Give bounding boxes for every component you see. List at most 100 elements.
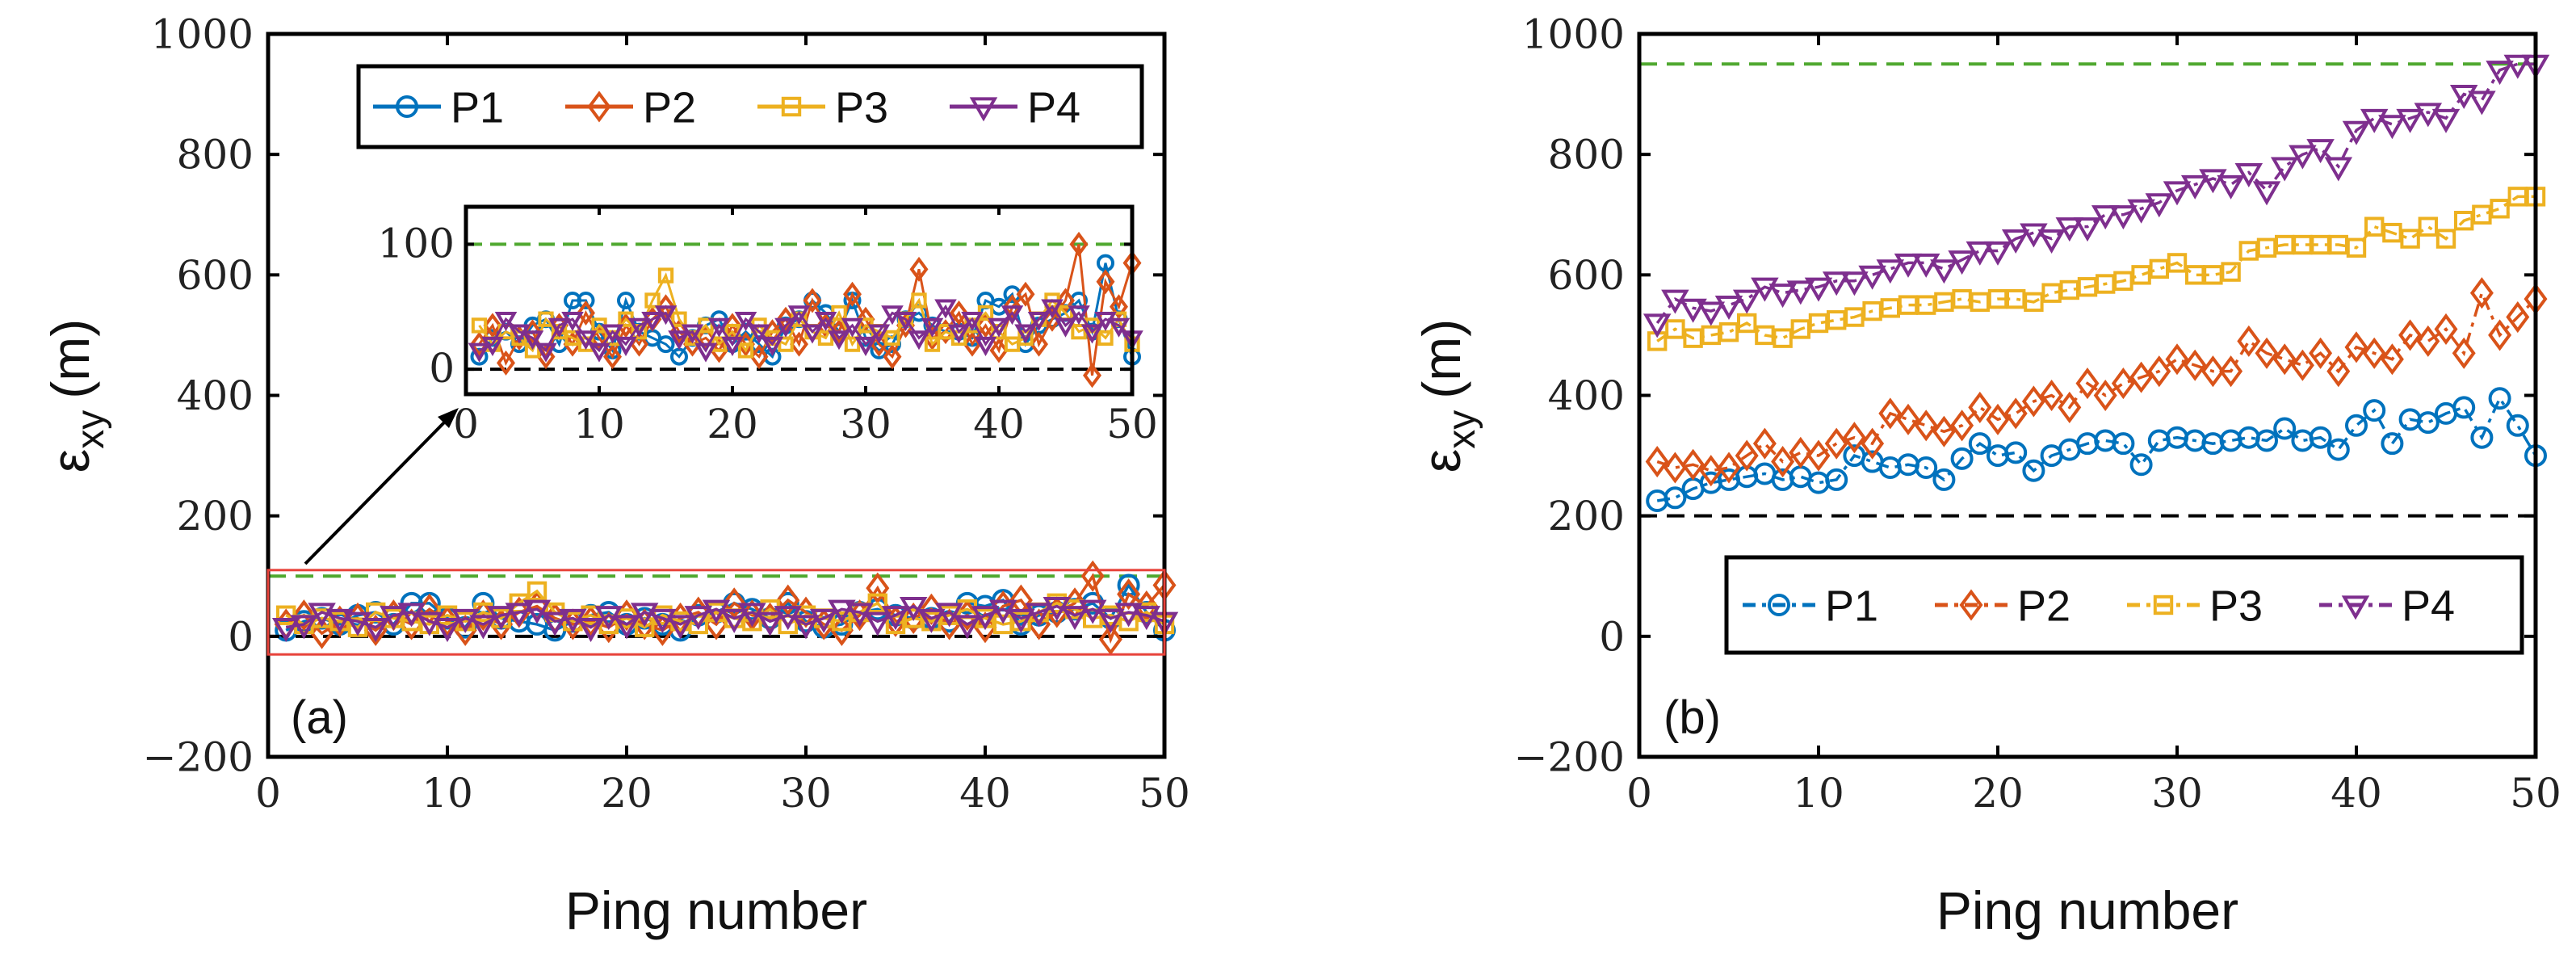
data-point-p2 xyxy=(1699,455,1723,487)
data-point-p4 xyxy=(2270,157,2299,182)
data-point-p4 xyxy=(415,611,444,636)
data-point-p4 xyxy=(2127,199,2155,224)
data-point-p1 xyxy=(1663,486,1687,510)
data-point-p4 xyxy=(2109,205,2138,230)
data-point-p4 xyxy=(2163,181,2192,206)
data-point-p2 xyxy=(1752,427,1777,460)
data-point-p3 xyxy=(2400,229,2420,249)
data-point-p1 xyxy=(2381,432,2404,456)
data-point-p1 xyxy=(2345,414,2368,437)
data-point-p2 xyxy=(909,256,929,282)
data-point-p4 xyxy=(1930,259,1958,284)
data-point-p2 xyxy=(1932,415,1956,447)
data-point-p2 xyxy=(2326,355,2351,388)
data-point-p4 xyxy=(1041,299,1064,319)
data-point-p2 xyxy=(938,608,962,641)
data-point-p2 xyxy=(1645,445,1669,478)
x-tick-label: 20 xyxy=(601,770,652,817)
data-point-p2 xyxy=(2290,349,2314,381)
data-point-p4 xyxy=(2055,217,2084,242)
data-point-p1 xyxy=(2022,459,2045,482)
data-point-p4 xyxy=(654,305,678,326)
data-point-p2 xyxy=(2469,277,2494,309)
data-point-p2 xyxy=(1771,445,1795,478)
y-tick-label: 0 xyxy=(1599,613,1625,660)
data-point-p4 xyxy=(2145,193,2174,218)
y-axis-label-a: εxy (m) xyxy=(40,319,112,473)
data-point-p4 xyxy=(761,336,784,356)
data-point-p4 xyxy=(756,611,784,636)
data-point-p2 xyxy=(1789,436,1813,468)
data-point-p4 xyxy=(308,603,336,628)
data-point-p4 xyxy=(908,330,930,351)
data-point-p4 xyxy=(627,317,651,338)
legend-label-p3: P3 xyxy=(835,83,888,132)
data-point-p2 xyxy=(1681,448,1705,481)
data-point-p2 xyxy=(2021,385,2045,418)
data-point-p2 xyxy=(483,313,502,338)
data-point-p4 xyxy=(601,324,624,344)
legend-label-p4: P4 xyxy=(1027,83,1080,132)
data-point-p4 xyxy=(1643,313,1672,338)
data-point-p4 xyxy=(921,317,944,338)
data-point-p4 xyxy=(1080,324,1104,344)
data-point-p4 xyxy=(2073,217,2102,242)
data-point-p4 xyxy=(1876,259,1905,284)
data-point-p2 xyxy=(1806,439,1831,472)
data-point-p2 xyxy=(2165,343,2189,376)
legend-marker-p2 xyxy=(1959,589,1983,621)
data-point-p2 xyxy=(973,611,997,644)
data-point-p2 xyxy=(1735,439,1759,472)
data-point-p2 xyxy=(657,294,675,320)
data-point-p1 xyxy=(2273,417,2297,440)
legend-marker-p4 xyxy=(2341,595,2370,620)
data-point-p2 xyxy=(2183,349,2207,381)
data-point-p4 xyxy=(787,305,811,326)
data-point-p4 xyxy=(863,611,892,636)
y-tick-label: 400 xyxy=(177,372,254,419)
data-point-p2 xyxy=(2344,331,2368,363)
data-point-p2 xyxy=(843,281,862,307)
data-point-p4 xyxy=(2306,139,2335,164)
legend-marker-p4 xyxy=(969,97,998,122)
y-axis-symbol: ε xyxy=(40,449,100,473)
y-tick-label: 600 xyxy=(177,252,254,299)
data-point-p3 xyxy=(1737,313,1757,334)
data-point-p2 xyxy=(2416,325,2440,357)
data-point-p4 xyxy=(2180,174,2209,200)
y-tick-label: −200 xyxy=(1514,734,1625,781)
data-point-p2 xyxy=(577,300,595,326)
data-point-p2 xyxy=(1878,397,1903,430)
data-point-p4 xyxy=(648,608,677,633)
data-point-p4 xyxy=(828,599,856,624)
data-point-p4 xyxy=(2020,223,2048,248)
data-point-p3 xyxy=(671,311,687,327)
data-point-p2 xyxy=(776,306,795,332)
data-point-p4 xyxy=(814,312,837,332)
data-point-p2 xyxy=(2201,355,2225,388)
inset-chart: 0 10 20 30 40 50 0 100 xyxy=(378,204,1158,447)
data-point-p2 xyxy=(603,344,622,370)
data-point-p1 xyxy=(2129,453,2153,477)
data-point-p3 xyxy=(2490,199,2510,219)
data-point-p4 xyxy=(540,611,569,636)
data-point-p1 xyxy=(2112,432,2135,456)
data-point-p3 xyxy=(737,342,754,359)
data-point-p4 xyxy=(2503,54,2532,79)
legend-panel-b: P1 P2 P3 P4 xyxy=(1724,555,2524,655)
x-tick-label: 20 xyxy=(707,401,758,447)
data-point-p4 xyxy=(1804,277,1833,302)
data-point-p4 xyxy=(1679,298,1707,323)
data-point-p1 xyxy=(2363,399,2386,422)
data-point-p2 xyxy=(722,587,746,620)
x-tick-label: 20 xyxy=(1972,770,2024,817)
data-point-p3 xyxy=(884,330,900,347)
data-point-p4 xyxy=(971,606,1000,631)
data-point-p4 xyxy=(2001,229,2030,254)
y-axis-subscript: xy xyxy=(1441,410,1483,449)
data-point-p2 xyxy=(1842,422,1866,454)
data-point-p4 xyxy=(666,615,694,640)
data-point-p2 xyxy=(2398,319,2423,351)
